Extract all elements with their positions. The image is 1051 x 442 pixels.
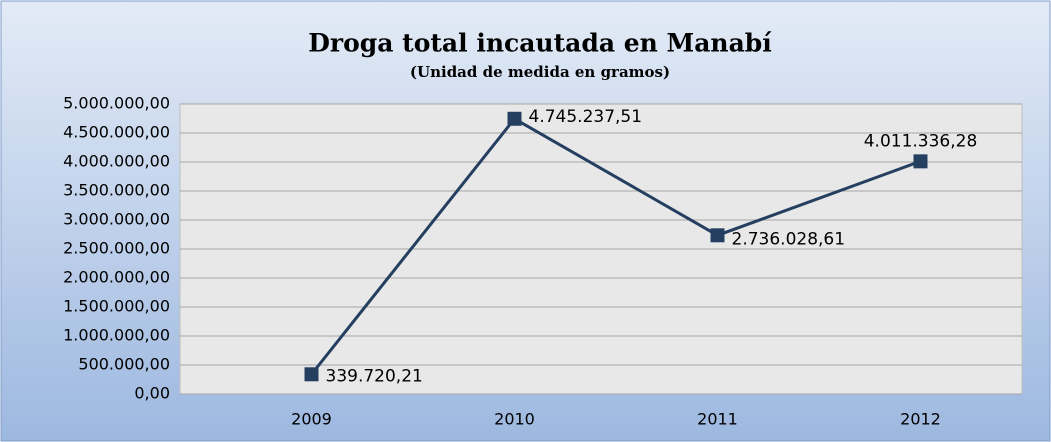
data-point: [710, 228, 725, 243]
y-tick-label: 500.000,00: [78, 355, 170, 374]
chart-subtitle: (Unidad de medida en gramos): [410, 63, 670, 81]
y-tick-label: 2.000.000,00: [63, 268, 170, 287]
y-tick-label: 3.500.000,00: [63, 181, 170, 200]
y-tick-label: 4.000.000,00: [63, 152, 170, 171]
y-tick-label: 2.500.000,00: [63, 239, 170, 258]
data-label: 339.720,21: [326, 366, 423, 386]
data-label: 4.745.237,51: [529, 107, 643, 127]
data-line: [310, 116, 922, 376]
y-tick-label: 1.500.000,00: [63, 297, 170, 316]
x-tick-label: 2010: [494, 410, 535, 429]
y-tick-label: 4.500.000,00: [63, 123, 170, 142]
y-tick-label: 0,00: [134, 384, 170, 403]
x-tick-label: 2011: [697, 410, 738, 429]
x-tick-label: 2009: [291, 410, 332, 429]
chart-title: Droga total incautada en Manabí: [308, 29, 772, 58]
data-label: 2.736.028,61: [732, 229, 846, 249]
y-tick-label: 1.000.000,00: [63, 326, 170, 345]
x-tick-label: 2012: [900, 410, 941, 429]
y-tick-label: 5.000.000,00: [63, 94, 170, 113]
data-point: [507, 111, 522, 126]
data-point: [304, 367, 319, 382]
data-label: 4.011.336,28: [864, 131, 978, 151]
y-tick-label: 3.000.000,00: [63, 210, 170, 229]
data-point: [913, 154, 928, 169]
